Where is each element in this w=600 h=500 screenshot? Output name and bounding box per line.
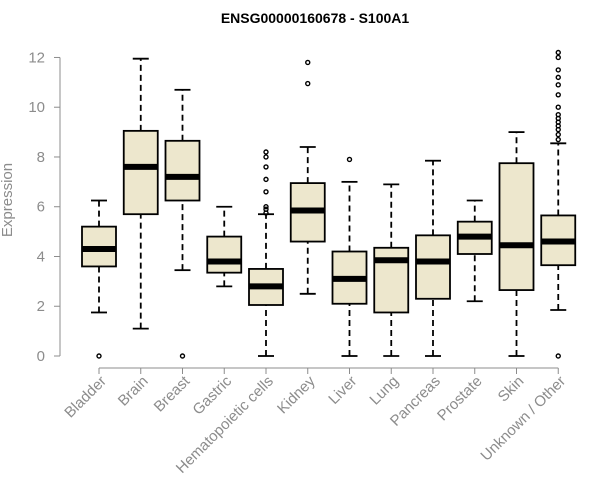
y-tick-label: 8 — [37, 149, 45, 166]
x-tick-label: Brain — [115, 373, 152, 410]
y-tick-label: 0 — [37, 348, 45, 365]
outlier-point — [555, 136, 561, 143]
y-tick-label: 10 — [28, 99, 45, 116]
x-tick-label: Breast — [151, 372, 194, 415]
outlier-point — [263, 176, 269, 183]
x-tick-label: Lung — [366, 373, 402, 409]
box-hematopoietic-cells — [248, 149, 284, 357]
outlier-point — [305, 80, 311, 87]
iqr-box — [415, 234, 451, 300]
outlier-point — [263, 206, 269, 212]
box-breast — [164, 88, 201, 359]
box-brain — [122, 57, 159, 330]
x-tick-label: Skin — [495, 373, 528, 406]
box-gastric — [206, 205, 243, 288]
outlier-point — [555, 82, 561, 88]
y-tick-label: 4 — [37, 248, 45, 265]
outlier-point — [555, 104, 561, 110]
outlier-point — [555, 353, 561, 359]
outlier-point — [263, 189, 269, 195]
x-tick-label: Prostate — [434, 373, 486, 425]
outlier-point — [263, 149, 269, 155]
x-tick-label: Kidney — [274, 372, 319, 417]
outlier-point — [555, 49, 561, 56]
outlier-point — [179, 353, 186, 359]
y-axis-label: Expression — [0, 163, 16, 237]
outlier-point — [96, 353, 102, 359]
outlier-point — [263, 164, 269, 170]
box-kidney — [289, 59, 326, 295]
y-axis: 0 2 4 6 8 10 12 — [28, 49, 61, 365]
outlier-point — [555, 67, 561, 73]
outlier-point — [555, 92, 561, 98]
box-bladder — [81, 199, 117, 359]
outlier-point — [555, 111, 561, 118]
box-liver — [331, 156, 368, 357]
outlier-point — [305, 59, 311, 66]
y-tick-label: 6 — [37, 199, 45, 216]
box-lung — [373, 183, 410, 357]
outlier-point — [555, 131, 561, 138]
box-skin — [498, 131, 535, 357]
box-unknown-other — [540, 49, 577, 359]
iqr-box — [498, 162, 535, 291]
iqr-box — [122, 129, 159, 216]
box-prostate — [456, 199, 493, 303]
box-series — [81, 49, 577, 359]
iqr-box — [206, 235, 243, 274]
y-tick-label: 12 — [28, 49, 45, 66]
chart-title: ENSG00000160678 - S100A1 — [221, 10, 410, 26]
outlier-point — [555, 54, 561, 61]
outlier-point — [346, 156, 353, 163]
outlier-point — [263, 154, 269, 160]
box-pancreas — [415, 159, 451, 357]
x-tick-label: Bladder — [61, 373, 110, 422]
iqr-box — [164, 139, 201, 202]
x-tick-label: Liver — [325, 373, 360, 408]
outlier-point — [555, 74, 561, 81]
y-tick-label: 2 — [37, 298, 45, 315]
outlier-point — [263, 204, 269, 210]
